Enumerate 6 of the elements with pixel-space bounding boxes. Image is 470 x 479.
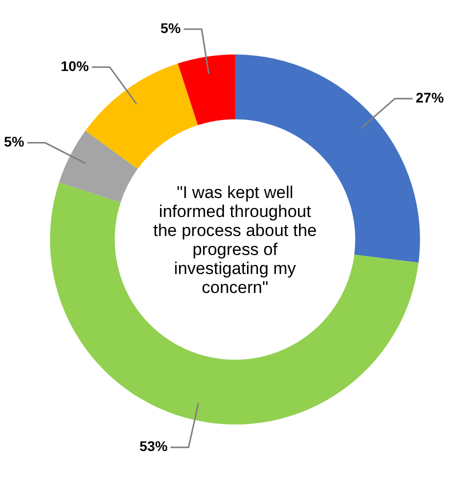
data-label: 27% <box>416 90 444 106</box>
data-label: 5% <box>160 20 182 36</box>
data-label: 5% <box>4 134 25 150</box>
data-label: 10% <box>60 58 90 74</box>
text: "I was kept well informed throughout the process about the progress of investigating my concern" <box>152 182 318 300</box>
data-label: 53% <box>140 438 168 454</box>
